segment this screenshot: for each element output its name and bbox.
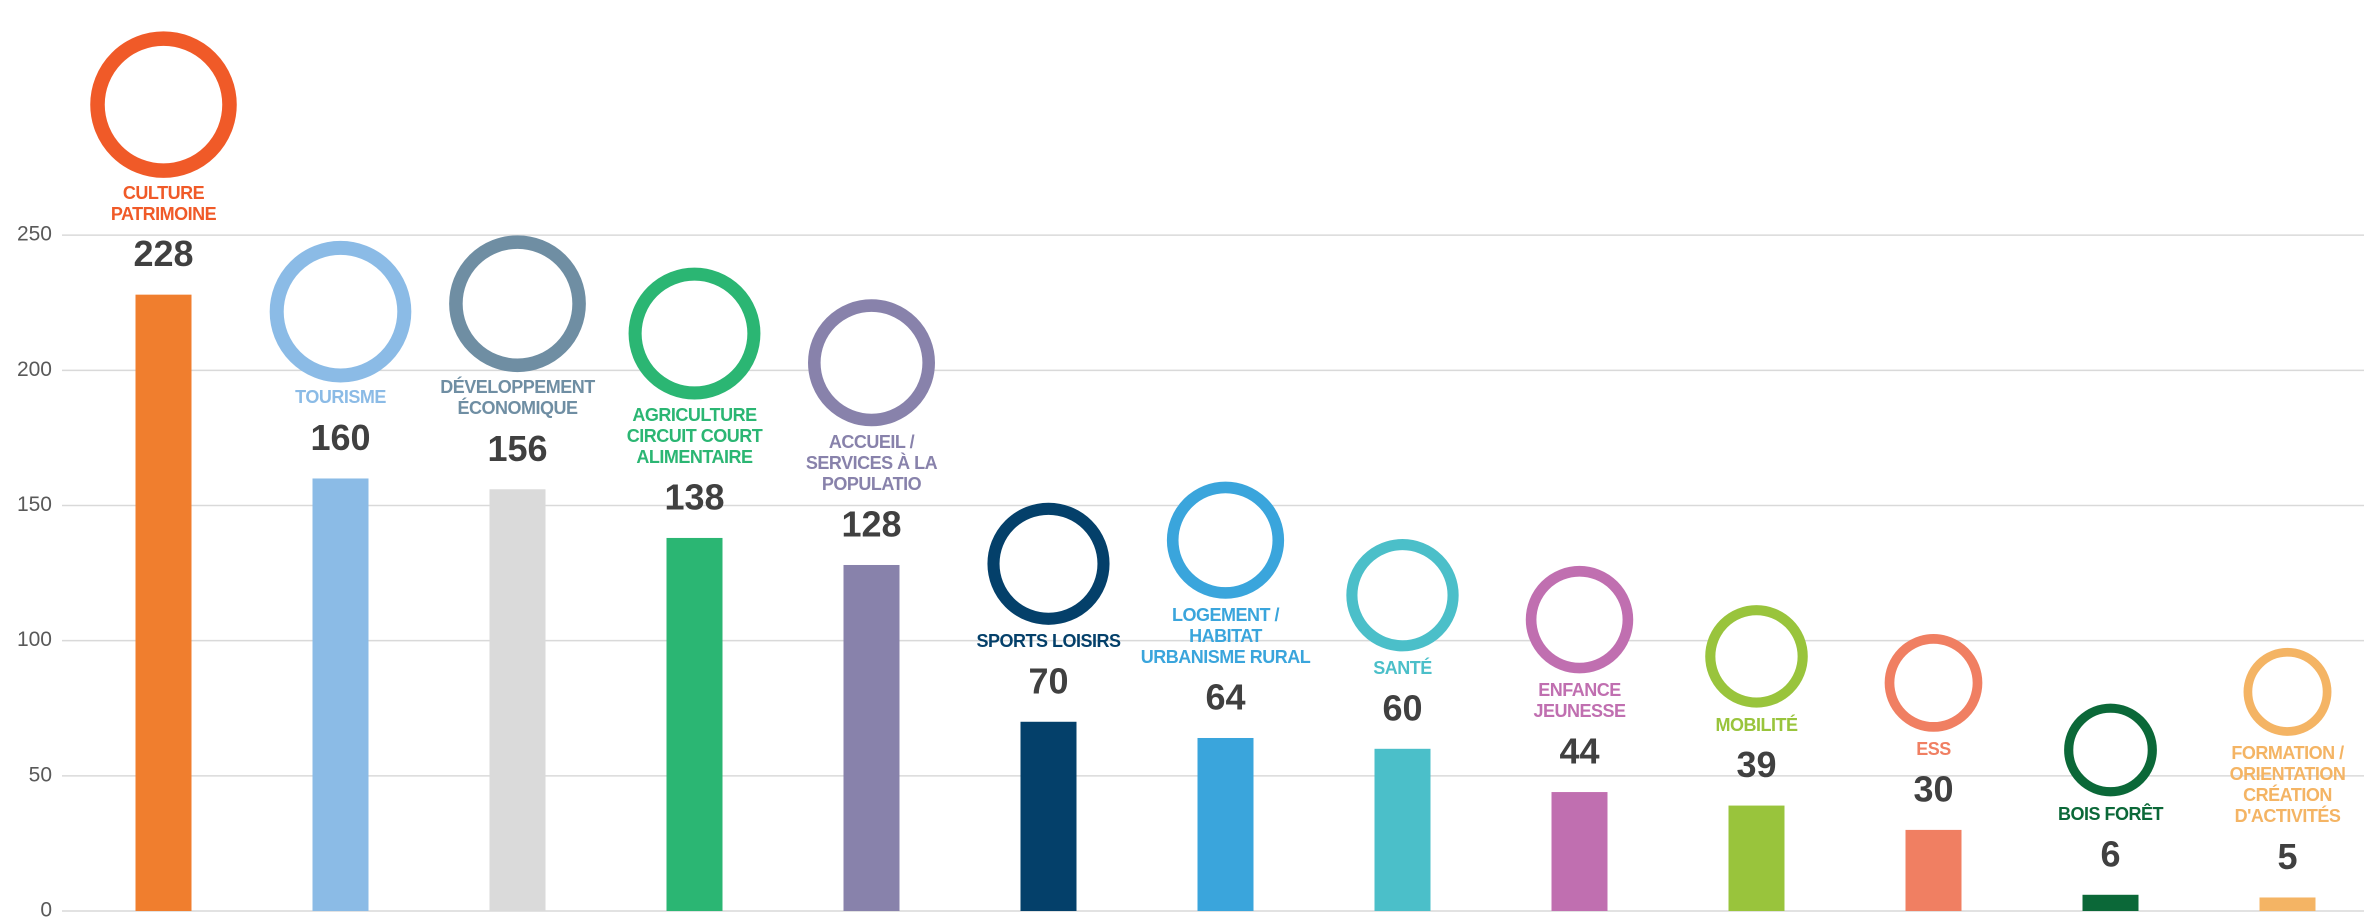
bar <box>2082 894 2139 911</box>
category-label: CULTURE PATRIMOINE <box>110 182 217 224</box>
category-icon <box>1705 605 1808 708</box>
y-tick-label: 100 <box>17 628 52 651</box>
value-label: 39 <box>1736 744 1776 785</box>
value-label: 60 <box>1382 687 1422 728</box>
value-label: 30 <box>1913 768 1953 809</box>
bar <box>1374 748 1431 911</box>
value-label: 128 <box>841 503 901 544</box>
category-label: TOURISME <box>295 387 386 408</box>
y-tick-label: 50 <box>29 763 52 786</box>
bar <box>135 294 192 912</box>
value-label: 160 <box>310 417 370 458</box>
category-icon <box>2064 703 2157 797</box>
category-icon <box>90 31 237 178</box>
category-label: MOBILITÉ <box>1715 714 1799 735</box>
category-icon <box>449 235 586 373</box>
category-icon <box>1884 634 1983 732</box>
bar <box>1197 737 1254 911</box>
bar <box>489 489 546 911</box>
category-label: ENFANCE JEUNESSE <box>1533 680 1626 722</box>
bar <box>1551 792 1608 911</box>
value-label: 156 <box>487 428 547 469</box>
category-icon <box>987 502 1110 625</box>
category-label: BOIS FORÊT <box>2057 803 2164 824</box>
y-tick-label: 200 <box>17 358 52 381</box>
bar <box>312 478 369 911</box>
category-label: LOGEMENT / HABITAT URBANISME RURAL <box>1140 604 1311 667</box>
value-label: 228 <box>133 233 193 274</box>
category-icon <box>1525 565 1634 674</box>
value-label: 44 <box>1559 731 1599 772</box>
bar <box>2259 897 2316 911</box>
category-icon <box>628 267 761 400</box>
value-label: 6 <box>2100 833 2120 874</box>
value-label: 5 <box>2277 836 2297 877</box>
category-icon <box>2243 647 2332 736</box>
bar <box>666 537 723 911</box>
category-icon <box>808 299 935 427</box>
category-label: AGRICULTURE CIRCUIT COURT ALIMENTAIRE <box>626 404 763 467</box>
category-icon <box>1166 481 1285 599</box>
y-tick-label: 150 <box>17 493 52 516</box>
category-label: ESS <box>1916 738 1951 759</box>
value-label: 70 <box>1028 660 1068 701</box>
y-tick-label: 0 <box>40 899 52 917</box>
category-label: SPORTS LOISIRS <box>976 630 1121 651</box>
bar <box>843 564 900 911</box>
value-label: 138 <box>664 476 724 517</box>
category-label: SANTÉ <box>1373 657 1432 678</box>
category-icon <box>269 240 412 383</box>
value-label: 64 <box>1205 677 1245 718</box>
category-label: ACCUEIL / SERVICES À LA POPULATIO <box>805 431 938 494</box>
category-label: FORMATION / ORIENTATION CRÉATION D'ACTIV… <box>2229 743 2346 827</box>
y-tick-label: 250 <box>17 223 52 246</box>
category-icon <box>1346 539 1459 652</box>
bar <box>1905 829 1962 911</box>
category-label: DÉVELOPPEMENT ÉCONOMIQUE <box>440 377 595 419</box>
bar <box>1020 721 1077 911</box>
bar <box>1728 805 1785 911</box>
